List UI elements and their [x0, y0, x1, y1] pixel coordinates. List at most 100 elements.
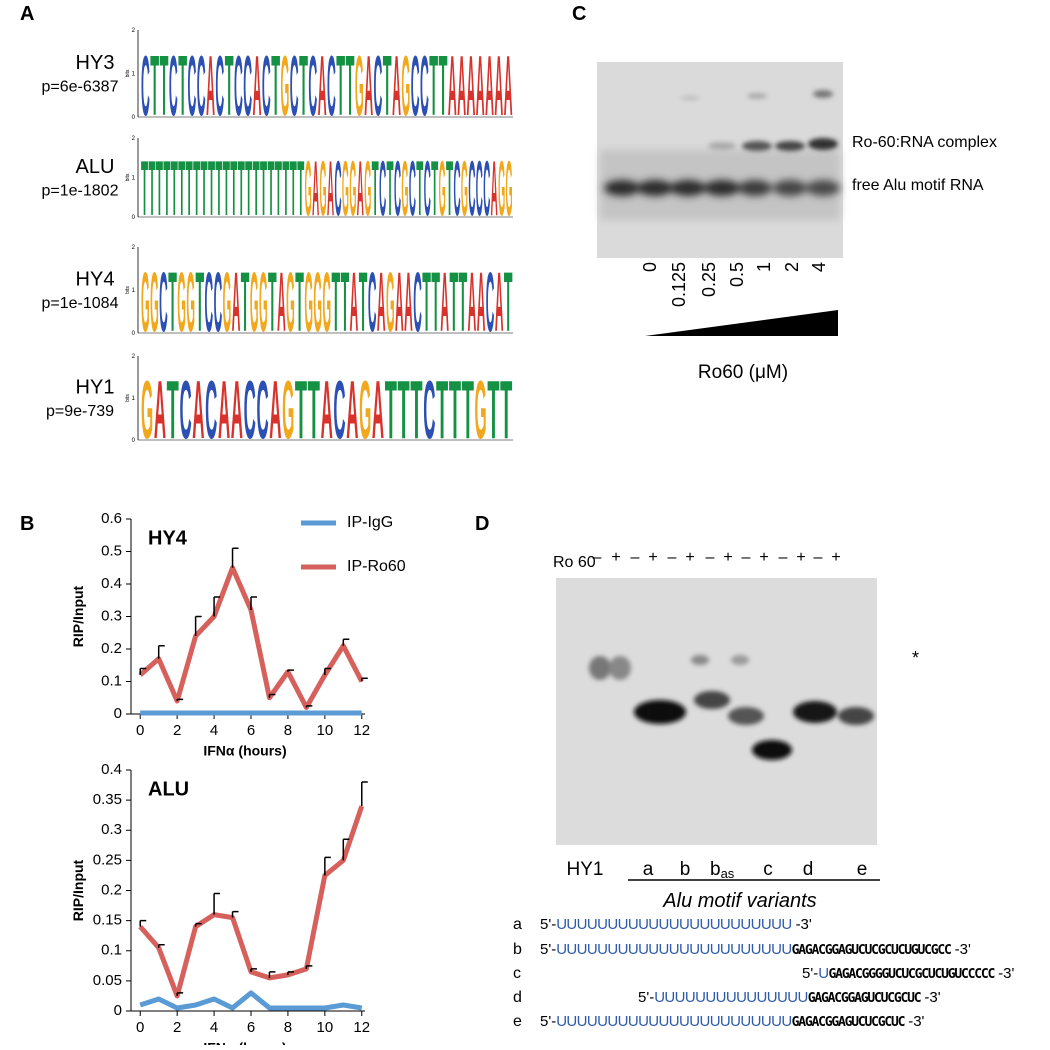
logo-letter: A — [491, 144, 498, 232]
error-bar — [361, 781, 368, 807]
bits-tick: 0 — [132, 115, 136, 121]
logo-letter: T — [253, 144, 260, 232]
logo-letter: T — [449, 254, 458, 349]
band-label: Ro-60:RNA complex — [852, 134, 997, 151]
logo-letter: G — [186, 254, 195, 349]
sequence: 5'-UUUUUUUUUUUUUUUUUUUUUUUGAGACGGAGUCUCG… — [540, 941, 971, 958]
error-bar — [139, 919, 147, 927]
ro60-sign: + — [611, 549, 620, 566]
logo-letter: G — [322, 254, 331, 349]
error-bar — [157, 645, 165, 659]
error-bar — [342, 838, 350, 861]
logo-name: HY3 — [76, 52, 115, 74]
logo-letter: A — [350, 254, 359, 349]
seq-u: UUUUUUUUUUUUUUUUUUUUUUU — [556, 1013, 791, 1030]
sequence-id: a — [513, 916, 522, 933]
x-tick-label: 12 — [353, 722, 370, 739]
x-tick-label: 6 — [247, 722, 255, 739]
logo-letter: C — [197, 38, 206, 134]
logo-letter: G — [304, 254, 313, 349]
chart-title: HY4 — [148, 527, 188, 549]
logo-pvalue: p=9e-739 — [46, 403, 114, 420]
logo-letter: A — [467, 38, 476, 134]
sequence: 5'-UUUUUUUUUUUUUUUUUUUUUUU -3' — [540, 916, 812, 933]
bits-tick: 1 — [132, 396, 136, 402]
logo-letter: G — [386, 254, 395, 349]
y-tick-label: 0 — [114, 705, 122, 722]
logo-letter: G — [498, 144, 505, 232]
logo-letter: C — [214, 254, 223, 349]
lane-label: e — [857, 859, 868, 880]
ro60-sign: + — [831, 549, 840, 566]
ro60-sign: + — [648, 549, 657, 566]
y-axis-label: RIP/Input — [70, 859, 86, 921]
logo-letter: C — [205, 363, 217, 456]
logo-letter: C — [379, 144, 386, 232]
error-bar — [194, 615, 202, 636]
logo-letter: G — [282, 363, 294, 456]
x-tick-label: 10 — [317, 722, 334, 739]
panel-label: A — [20, 3, 34, 25]
logo-letter: C — [215, 38, 224, 134]
seq-prefix: 5'- — [540, 916, 556, 933]
ro60-sign: – — [631, 549, 640, 566]
logo-letter: A — [277, 254, 286, 349]
error-bar — [324, 667, 331, 675]
x-tick-label: 4 — [210, 1019, 218, 1036]
x-tick-label: 0 — [136, 1019, 144, 1036]
logo-letter: T — [446, 144, 453, 232]
panel-labels: A B C D — [20, 3, 586, 535]
panel-d-labels: Ro 60 * Alu motif variants — [553, 554, 919, 912]
logo-name: ALU — [76, 156, 115, 178]
concentration-label: 0 — [640, 262, 660, 272]
logo-letter: T — [215, 144, 222, 232]
x-axis-label: IFNα (hours) — [203, 743, 286, 759]
lane-label: a — [643, 859, 654, 880]
logo-letter: C — [413, 254, 422, 349]
y-axis-label: RIP/Input — [70, 585, 86, 647]
y-tick-label: 0.2 — [101, 640, 122, 657]
logo-letter: A — [357, 144, 364, 232]
logo-letter: C — [205, 254, 214, 349]
logo-letter: A — [468, 254, 477, 349]
logo-letter: T — [439, 38, 448, 134]
logo-letter: A — [457, 38, 466, 134]
logo-letter: C — [188, 38, 197, 134]
logo-pvalue: p=1e-1084 — [42, 295, 119, 312]
logo-name: HY4 — [76, 268, 115, 290]
series-line — [138, 565, 364, 710]
lane-label: b — [680, 859, 691, 880]
logo-letter: T — [383, 38, 392, 134]
logo-letter: T — [260, 144, 267, 232]
y-tick-label: 0.15 — [93, 912, 122, 929]
error-bar — [231, 547, 239, 568]
logo-letter: A — [440, 254, 449, 349]
logo-letter: T — [160, 38, 169, 134]
bits-tick: 1 — [132, 72, 136, 78]
ro60-sign: + — [796, 549, 805, 566]
logo-letter: T — [500, 363, 512, 456]
logo-letter: T — [462, 363, 474, 456]
logo-letter: T — [459, 254, 468, 349]
logo-letter: T — [422, 254, 431, 349]
logo-letter: T — [487, 363, 499, 456]
x-tick-label: 0 — [136, 722, 144, 739]
error-bar — [305, 965, 313, 969]
logo-letter: T — [208, 144, 215, 232]
y-tick-label: 0 — [114, 1002, 122, 1019]
logo-letter: A — [253, 38, 262, 134]
x-tick-label: 8 — [284, 722, 292, 739]
logo-letter: G — [141, 254, 150, 349]
bits-label: bits — [125, 286, 131, 294]
logo-letter: C — [476, 144, 483, 232]
error-bar — [250, 596, 257, 610]
logo-letter: T — [148, 144, 155, 232]
logo-letter: G — [401, 144, 408, 232]
logo-letter: T — [372, 144, 379, 232]
logo-letter: C — [141, 38, 150, 134]
seq-suffix: -3' — [924, 989, 940, 1006]
lane-label: HY1 — [567, 859, 604, 880]
seq-prefix: 5'- — [802, 965, 818, 982]
logo-letter: T — [299, 38, 308, 134]
error-bar — [213, 596, 221, 617]
